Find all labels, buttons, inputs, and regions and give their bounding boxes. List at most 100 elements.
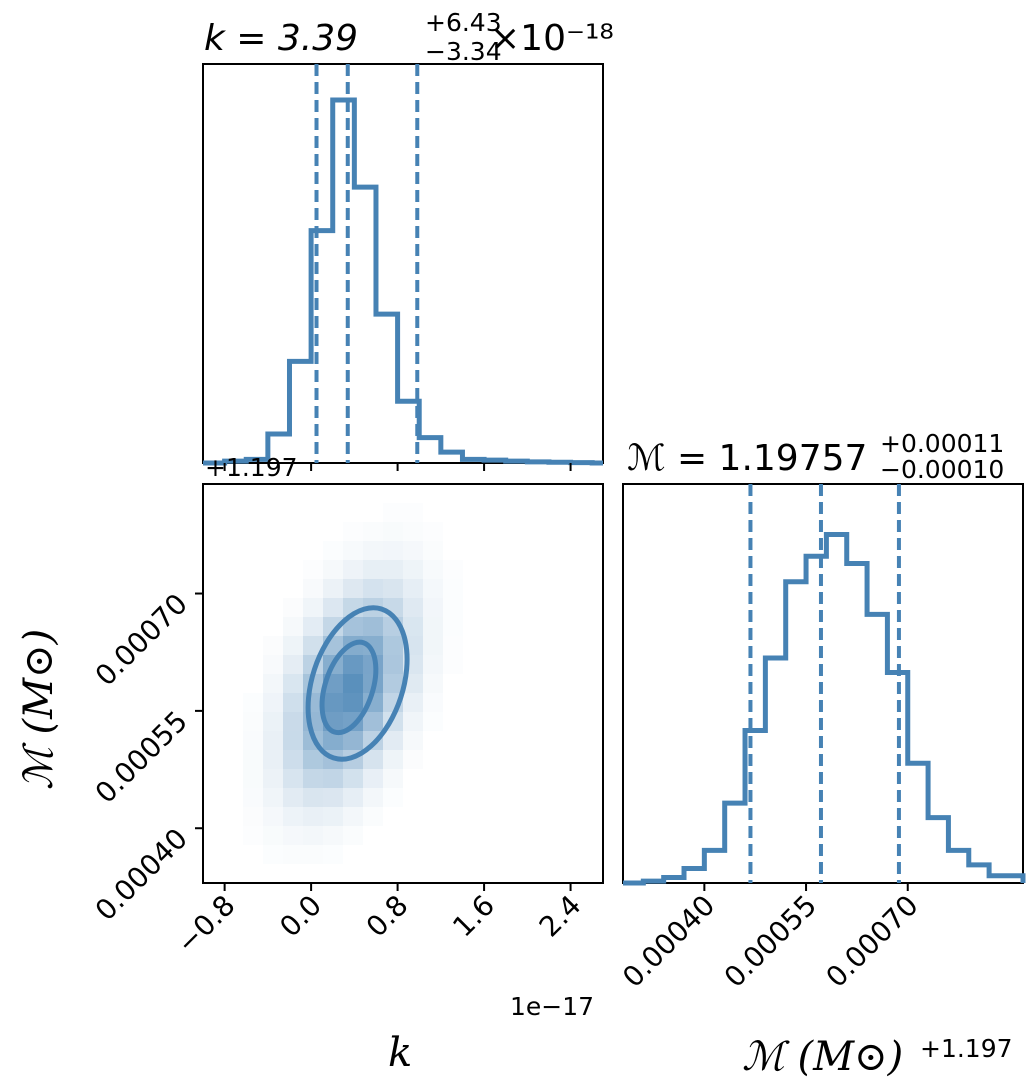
density-cell bbox=[303, 826, 323, 845]
density-cell bbox=[343, 807, 363, 826]
density-cell bbox=[423, 655, 443, 674]
density-cell bbox=[343, 579, 363, 598]
density-cell bbox=[243, 750, 263, 769]
density-cell bbox=[383, 788, 403, 807]
density-cell bbox=[363, 522, 383, 541]
density-cell bbox=[283, 712, 303, 731]
density-cell bbox=[403, 598, 423, 617]
k-tick-label: 0.8 bbox=[360, 889, 415, 944]
density-cell bbox=[283, 731, 303, 750]
k-tick-label: 1.6 bbox=[446, 889, 501, 944]
density-cell bbox=[423, 712, 443, 731]
k-histogram bbox=[203, 97, 603, 466]
density-cell bbox=[423, 693, 443, 712]
density-cell bbox=[303, 617, 323, 636]
density-cell bbox=[283, 693, 303, 712]
density-cell bbox=[323, 693, 343, 712]
density-cell bbox=[383, 579, 403, 598]
density-cell bbox=[443, 636, 463, 655]
density-cell bbox=[263, 826, 283, 845]
density-cell bbox=[363, 541, 383, 560]
density-cell bbox=[383, 655, 403, 674]
density-cell bbox=[343, 655, 363, 674]
density-cell bbox=[403, 712, 423, 731]
density-cell bbox=[363, 617, 383, 636]
density-cell bbox=[323, 560, 343, 579]
m-hist-frame bbox=[622, 483, 1024, 884]
density-cell bbox=[383, 750, 403, 769]
density-cell bbox=[443, 579, 463, 598]
density-cell bbox=[303, 750, 323, 769]
m-title-sup: +0.00011 bbox=[880, 429, 1004, 458]
density-cell bbox=[283, 617, 303, 636]
density-cell bbox=[283, 845, 303, 864]
density-cell bbox=[383, 731, 403, 750]
density-cell bbox=[283, 636, 303, 655]
density-cell bbox=[283, 598, 303, 617]
density-cell bbox=[263, 712, 283, 731]
density-cell bbox=[263, 750, 283, 769]
m-offset-label: +1.197 bbox=[920, 1034, 1013, 1063]
density-cell bbox=[343, 731, 363, 750]
density-cell bbox=[303, 560, 323, 579]
density-cell bbox=[263, 769, 283, 788]
density-cell bbox=[323, 598, 343, 617]
m-title-main: ℳ = 1.19757 bbox=[627, 438, 867, 479]
density-heatmap bbox=[243, 503, 463, 864]
density-cell bbox=[303, 788, 323, 807]
density-cell bbox=[243, 769, 263, 788]
density-cell bbox=[323, 731, 343, 750]
density-cell bbox=[263, 731, 283, 750]
density-cell bbox=[243, 693, 263, 712]
m-y-axis-label: ℳ (M⊙) bbox=[16, 629, 62, 790]
density-cell bbox=[343, 617, 363, 636]
density-cell bbox=[263, 807, 283, 826]
density-cell bbox=[243, 712, 263, 731]
k-scale-label: 1e−17 bbox=[510, 992, 594, 1021]
density-cell bbox=[363, 807, 383, 826]
density-cell bbox=[263, 845, 283, 864]
density-cell bbox=[343, 522, 363, 541]
density-cell bbox=[363, 712, 383, 731]
density-cell bbox=[403, 731, 423, 750]
k-title-main-text: k = 3.39 bbox=[204, 18, 358, 59]
density-cell bbox=[263, 636, 283, 655]
density-cell bbox=[423, 674, 443, 693]
density-cell bbox=[383, 769, 403, 788]
density-cell bbox=[343, 560, 363, 579]
density-cell bbox=[423, 617, 443, 636]
density-cell bbox=[403, 522, 423, 541]
density-cell bbox=[323, 807, 343, 826]
density-cell bbox=[403, 503, 423, 522]
density-cell bbox=[383, 522, 403, 541]
m-x-tick-label: 0.00070 bbox=[819, 889, 924, 994]
density-cell bbox=[323, 541, 343, 560]
density-cell bbox=[303, 598, 323, 617]
density-cell bbox=[343, 826, 363, 845]
m-histogram bbox=[623, 532, 1026, 886]
density-cell bbox=[243, 788, 263, 807]
density-cell bbox=[323, 788, 343, 807]
density-cell bbox=[423, 636, 443, 655]
density-cell bbox=[423, 598, 443, 617]
density-cell bbox=[283, 826, 303, 845]
density-cell bbox=[443, 655, 463, 674]
density-cell bbox=[363, 788, 383, 807]
density-cell bbox=[303, 807, 323, 826]
density-cell bbox=[383, 636, 403, 655]
density-cell bbox=[323, 579, 343, 598]
density-cell bbox=[243, 807, 263, 826]
m-y-tick-label: 0.00040 bbox=[89, 822, 194, 927]
m-x-tick-label: 0.00040 bbox=[616, 889, 721, 994]
density-cell bbox=[403, 579, 423, 598]
k-axis-label: k bbox=[388, 1030, 412, 1076]
k-tick-label: 0.0 bbox=[273, 889, 328, 944]
density-cell bbox=[343, 693, 363, 712]
k-title-sub: −3.34 bbox=[425, 37, 502, 66]
density-cell bbox=[263, 693, 283, 712]
contour-outer bbox=[305, 605, 410, 762]
joint-frame bbox=[202, 483, 604, 884]
density-cell bbox=[363, 769, 383, 788]
density-cell bbox=[263, 655, 283, 674]
density-cell bbox=[323, 826, 343, 845]
